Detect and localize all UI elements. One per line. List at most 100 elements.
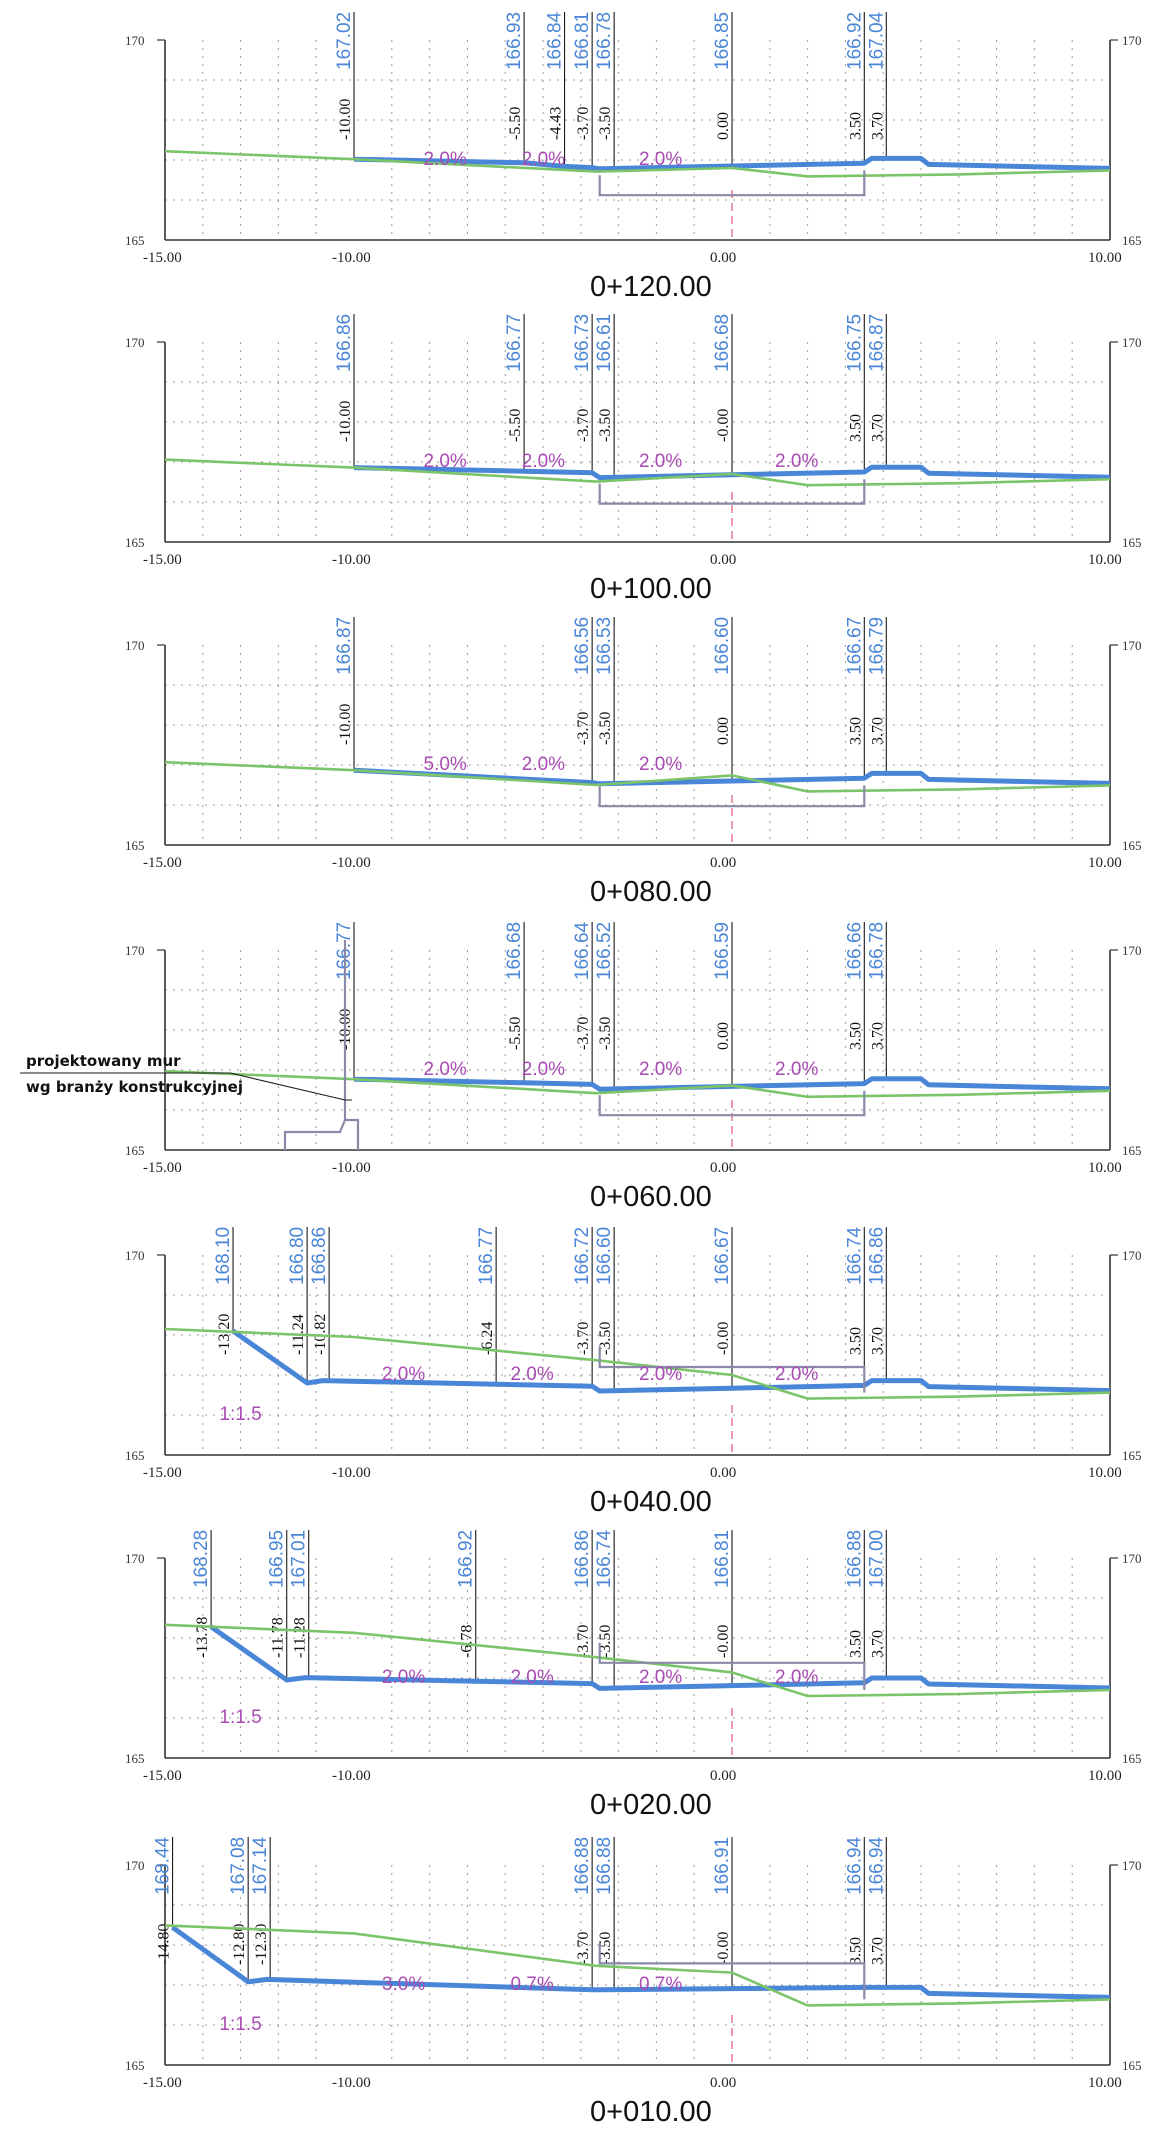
offset-label: -3.70: [575, 712, 592, 745]
offset-label: -13.20: [216, 1314, 233, 1355]
slope-label: 2.0%: [639, 754, 682, 775]
elevation-label: 166.79: [866, 617, 887, 675]
cross-section-panel: 170 165 170 165 -15.00 -10.00 0.00 10.00 -14.80 1…: [125, 1836, 1142, 2128]
subgrade-line: [598, 1347, 866, 1393]
slope-label: 2.0%: [424, 451, 467, 472]
offset-label: 3.70: [869, 1327, 886, 1355]
y-tick-label-bottom: 165: [125, 535, 145, 550]
offset-label: -3.50: [597, 1625, 614, 1658]
elevation-label: 167.01: [289, 1530, 310, 1588]
existing-ground-line: [164, 1924, 1111, 2007]
offset-label: -4.43: [548, 107, 565, 140]
design-surface-line: [231, 1328, 1111, 1394]
station-title: 0+060.00: [590, 1181, 712, 1213]
x-tick-label: -10.00: [332, 855, 371, 871]
elevation-label: 166.68: [712, 314, 733, 372]
elevation-label: 166.86: [866, 1227, 887, 1285]
offset-label: 3.50: [847, 1630, 864, 1658]
elevation-label: 166.53: [594, 617, 615, 675]
station-title: 0+100.00: [590, 573, 712, 605]
y-tick-label-top: 170: [125, 1248, 145, 1263]
offset-label: 3.50: [847, 414, 864, 442]
elevation-label: 166.92: [844, 12, 865, 70]
offset-label: 3.70: [869, 1937, 886, 1965]
y-tick-label-top: 170: [125, 943, 145, 958]
design-surface-line: [353, 1076, 1111, 1092]
elevation-label: 166.80: [287, 1227, 308, 1285]
offset-label: 3.50: [847, 717, 864, 745]
station-title: 0+120.00: [590, 271, 712, 303]
y-tick-label-bottom: 165: [125, 1751, 145, 1766]
x-tick-label: 10.00: [1088, 1768, 1122, 1784]
offset-label: -5.50: [507, 107, 524, 140]
design-surface-line: [353, 767, 1111, 787]
x-tick-label: 0.00: [710, 250, 736, 266]
y-tick-label-top: 170: [125, 33, 145, 48]
note-line-1: projektowany mur: [26, 1052, 181, 1070]
design-surface-line: [171, 1925, 1111, 2000]
y-tick-label-bottom-right: 165: [1122, 2058, 1142, 2073]
x-tick-label: -15.00: [143, 855, 182, 871]
x-tick-label: 10.00: [1088, 1465, 1122, 1481]
existing-ground-line: [164, 1623, 1111, 1698]
x-tick-label: -15.00: [143, 250, 182, 266]
existing-ground-line: [164, 1327, 1111, 1400]
x-tick-label: -10.00: [332, 2075, 371, 2091]
slope-label: 2.0%: [522, 451, 565, 472]
elevation-label: 166.93: [504, 12, 525, 70]
x-tick-label: 0.00: [710, 1160, 736, 1176]
elevation-label: 166.92: [456, 1530, 477, 1588]
x-tick-label: -10.00: [332, 1768, 371, 1784]
x-tick-label: 10.00: [1088, 250, 1122, 266]
station-title: 0+080.00: [590, 876, 712, 908]
slope-label: 1:1.5: [219, 1404, 261, 1425]
slope-label: 2.0%: [510, 1667, 553, 1688]
offset-label: -3.50: [597, 1322, 614, 1355]
elevation-label: 166.60: [712, 617, 733, 675]
elevation-label: 166.78: [866, 922, 887, 980]
offset-label: -3.50: [597, 409, 614, 442]
note-leader: [229, 1072, 352, 1101]
offset-label: 3.70: [869, 717, 886, 745]
offset-label: -0.00: [715, 1625, 732, 1658]
y-tick-label-top: 170: [125, 638, 145, 653]
slope-label: 1:1.5: [219, 2014, 261, 2035]
offset-label: 0.00: [715, 112, 732, 140]
elevation-label: 166.78: [594, 12, 615, 70]
station-title: 0+020.00: [590, 1789, 712, 1821]
elevation-label: 166.88: [594, 1837, 615, 1895]
existing-ground-line: [164, 458, 1111, 487]
y-tick-label-bottom: 165: [125, 2058, 145, 2073]
offset-label: -14.80: [156, 1924, 173, 1965]
slope-label: 5.0%: [424, 754, 467, 775]
offset-label: -3.50: [597, 1017, 614, 1050]
x-tick-label: -15.00: [143, 1160, 182, 1176]
elevation-label: 166.85: [712, 12, 733, 70]
y-tick-label-top-right: 170: [1122, 943, 1142, 958]
design-surface-line: [353, 464, 1111, 481]
note-line-2: wg branży konstrukcyjnej: [26, 1078, 243, 1096]
offset-label: -11.78: [270, 1617, 287, 1658]
elevation-label: 166.60: [594, 1227, 615, 1285]
x-tick-label: -15.00: [143, 1768, 182, 1784]
y-tick-label-top-right: 170: [1122, 1858, 1142, 1873]
elevation-label: 166.95: [267, 1530, 288, 1588]
elevation-label: 167.14: [250, 1836, 271, 1895]
elevation-label: 166.91: [712, 1837, 733, 1895]
elevation-label: 166.87: [866, 314, 887, 372]
elevation-label: 166.61: [594, 314, 615, 372]
x-tick-label: -10.00: [332, 1465, 371, 1481]
slope-label: 0.7%: [510, 1974, 553, 1995]
elevation-label: 166.86: [334, 314, 355, 372]
offset-label: 3.50: [847, 1327, 864, 1355]
offset-label: 3.70: [869, 112, 886, 140]
subgrade-line: [598, 785, 866, 808]
y-tick-label-bottom-right: 165: [1122, 1751, 1142, 1766]
subgrade-line: [598, 479, 866, 505]
slope-label: 2.0%: [382, 1364, 425, 1385]
slope-label: 1:1.5: [219, 1707, 261, 1728]
x-tick-label: -10.00: [332, 250, 371, 266]
x-tick-label: -15.00: [143, 552, 182, 568]
elevation-label: 166.74: [594, 1529, 615, 1588]
slope-label: 2.0%: [775, 1667, 818, 1688]
